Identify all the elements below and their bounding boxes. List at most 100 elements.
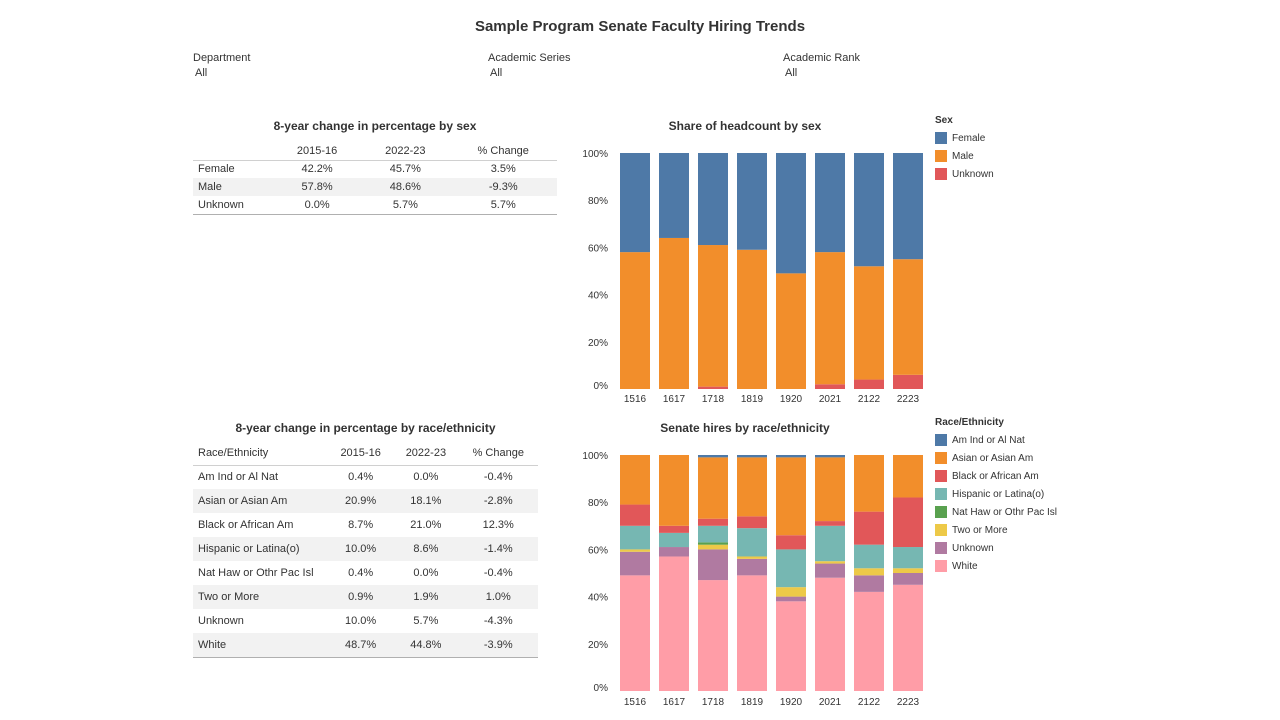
legend-label: Female [952, 132, 986, 144]
legend-item-am-ind[interactable]: Am Ind or Al Nat [935, 431, 1057, 449]
table-row: Black or African Am 8.7% 21.0% 12.3% [193, 513, 538, 537]
legend-item-unknown[interactable]: Unknown [935, 539, 1057, 557]
table-cell: 0.0% [413, 471, 439, 484]
x-tick-label: 1718 [702, 697, 725, 708]
y-tick-label: 100% [582, 451, 608, 462]
legend-title: Sex [935, 115, 953, 126]
filter-academic-series[interactable]: Academic Series All [488, 52, 571, 79]
bar-segment-black-or-african-am [698, 518, 728, 526]
x-tick-label: 1617 [663, 697, 686, 708]
bar-segment-asian-or-asian-am [698, 457, 728, 519]
legend-label: Hispanic or Latina(o) [952, 488, 1045, 500]
x-tick-label: 1819 [741, 697, 764, 708]
table-cell: 44.8% [410, 638, 442, 651]
bar-segment-black-or-african-am [776, 535, 806, 550]
bar-segment-asian-or-asian-am [893, 455, 923, 498]
filter-academic-rank[interactable]: Academic Rank All [783, 52, 860, 79]
legend-label: Nat Haw or Othr Pac Isl [952, 506, 1058, 518]
table-row: White 48.7% 44.8% -3.9% [193, 633, 538, 657]
table-row: Nat Haw or Othr Pac Isl 0.4% 0.0% -0.4% [193, 561, 538, 585]
table-cell: 48.7% [345, 638, 377, 651]
legend-item-white[interactable]: White [935, 557, 1057, 575]
y-tick-label: 0% [594, 683, 609, 694]
bar-segment-unknown [893, 573, 923, 585]
legend-swatch [935, 452, 947, 464]
legend-item-black[interactable]: Black or African Am [935, 467, 1057, 485]
table-cell: 0.0% [304, 198, 330, 211]
legend-item-hispanic[interactable]: Hispanic or Latina(o) [935, 485, 1057, 503]
bar-segment-unknown [776, 596, 806, 602]
bar-segment-female [737, 153, 767, 250]
bar-segment-male [698, 245, 728, 387]
table-row: Asian or Asian Am 20.9% 18.1% -2.8% [193, 489, 538, 513]
bar-segment-two-or-more [854, 568, 884, 576]
table-row: Unknown 0.0% 5.7% 5.7% [193, 196, 557, 214]
bar-segment-unknown [854, 575, 884, 592]
legend-item-unknown[interactable]: Unknown [935, 165, 994, 183]
bar-segment-am-ind-or-al-nat [776, 455, 806, 458]
y-tick-label: 40% [588, 291, 608, 302]
bar-segment-female [698, 153, 728, 246]
bar-segment-unknown [737, 558, 767, 576]
bar-segment-female [854, 153, 884, 267]
table-cell: 8.6% [413, 543, 439, 555]
bar-segment-two-or-more [737, 556, 767, 559]
bar-segment-black-or-african-am [620, 504, 650, 526]
legend-label: Unknown [952, 168, 994, 180]
filter-value[interactable]: All [490, 67, 503, 79]
table-cell: 18.1% [410, 495, 442, 507]
x-tick-label: 2021 [819, 394, 842, 405]
filter-value[interactable]: All [785, 67, 798, 79]
bar-segment-white [893, 584, 923, 691]
bar-segment-unknown [893, 374, 923, 389]
legend-swatch [935, 506, 947, 518]
bar-segment-hispanic-or-latina-o [698, 525, 728, 543]
filter-label: Academic Series [488, 52, 571, 64]
row-label: White [198, 638, 227, 651]
x-tick-label: 1516 [624, 697, 647, 708]
legend-item-female[interactable]: Female [935, 129, 994, 147]
legend-item-nat-haw[interactable]: Nat Haw or Othr Pac Isl [935, 503, 1057, 521]
bar-segment-asian-or-asian-am [854, 455, 884, 512]
table-cell: 5.7% [413, 615, 439, 627]
legend-item-asian[interactable]: Asian or Asian Am [935, 449, 1057, 467]
bar-segment-unknown [698, 549, 728, 581]
table-cell: -3.9% [483, 638, 513, 651]
legend-item-two-or-more[interactable]: Two or More [935, 521, 1057, 539]
sex-chart-title: Share of headcount by sex [668, 119, 822, 133]
legend-label: White [952, 560, 978, 572]
bar-segment-unknown [698, 386, 728, 389]
row-label: Black or African Am [198, 519, 294, 531]
bar-segment-two-or-more [893, 568, 923, 573]
filter-department[interactable]: Department All [193, 52, 250, 79]
x-tick-label: 1516 [624, 394, 647, 405]
filter-label: Department [193, 52, 251, 64]
race-legend: Race/Ethnicity Am Ind or Al Nat Asian or… [935, 417, 1057, 575]
bar-segment-two-or-more [776, 587, 806, 597]
bar-segment-male [659, 237, 689, 389]
table-cell: 48.6% [389, 181, 421, 193]
sex-change-table: 2015-16 2022-23 % Change Female 42.2% 45… [193, 142, 557, 215]
row-label: Asian or Asian Am [198, 495, 288, 507]
legend-item-male[interactable]: Male [935, 147, 994, 165]
table-cell: 0.9% [348, 591, 374, 603]
bar-segment-white [698, 580, 728, 691]
x-tick-label: 1617 [663, 394, 686, 405]
bar-segment-male [893, 259, 923, 375]
y-tick-label: 80% [588, 196, 608, 207]
bar-segment-unknown [815, 563, 845, 578]
legend-swatch [935, 524, 947, 536]
filter-value[interactable]: All [195, 67, 208, 79]
bar-segment-black-or-african-am [893, 497, 923, 548]
legend-swatch [935, 168, 947, 180]
legend-label: Am Ind or Al Nat [952, 434, 1025, 446]
legend-swatch [935, 470, 947, 482]
legend-swatch [935, 434, 947, 446]
bar-segment-female [893, 153, 923, 260]
bar-segment-hispanic-or-latina-o [620, 525, 650, 550]
x-tick-label: 2021 [819, 697, 842, 708]
table-cell: 3.5% [490, 163, 516, 176]
bar-segment-male [737, 249, 767, 389]
y-tick-label: 100% [582, 149, 608, 160]
